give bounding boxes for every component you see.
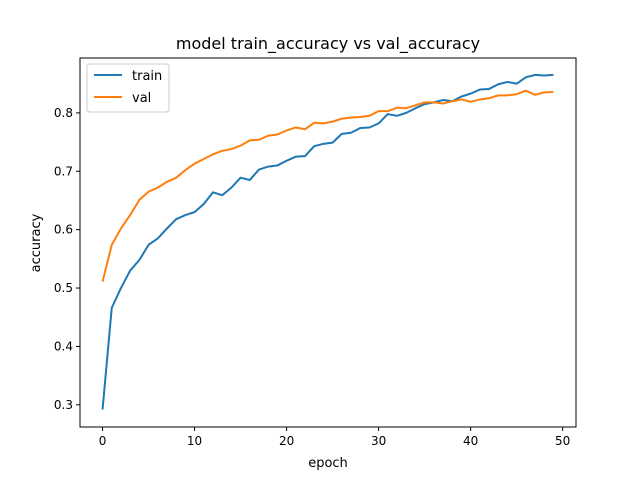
y-tick-label: 0.4 [54,339,73,353]
x-tick-label: 0 [99,434,107,448]
x-tick-label: 40 [463,434,478,448]
series-line-val [101,89,554,282]
x-axis-label: epoch [308,456,348,471]
y-tick-label: 0.3 [54,398,73,412]
y-tick-label: 0.5 [54,281,73,295]
y-tick-label: 0.6 [54,223,73,237]
x-tick-label: 50 [555,434,570,448]
y-axis: 0.3 0.4 0.5 0.6 0.7 0.8 [54,106,80,412]
y-tick-label: 0.7 [54,164,73,178]
x-tick-label: 10 [187,434,202,448]
x-axis: 0 10 20 30 40 50 [99,427,570,448]
plot-frame [79,57,577,428]
x-tick-label: 30 [371,434,386,448]
y-tick-label: 0.8 [54,106,73,120]
plot-lines [101,73,554,410]
y-axis-label: accuracy [29,213,44,272]
legend-label-val: val [132,91,151,106]
chart-title: model train_accuracy vs val_accuracy [176,34,480,54]
legend-label-train: train [132,69,162,84]
x-tick-label: 20 [279,434,294,448]
legend: train val [86,63,170,113]
series-line-train [101,73,554,410]
